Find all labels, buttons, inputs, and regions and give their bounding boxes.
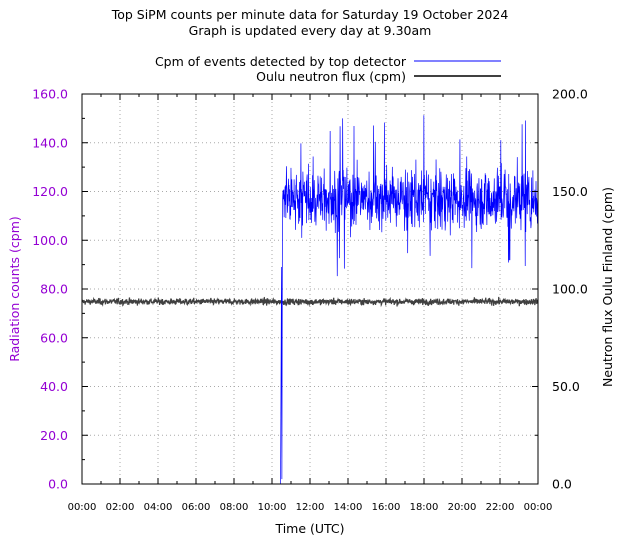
y-left-tick-label: 120.0 <box>32 184 68 199</box>
chart-title: Top SiPM counts per minute data for Satu… <box>111 7 509 22</box>
y-right-tick-label: 0.0 <box>552 477 572 492</box>
left-axis: 0.0 20.0 40.0 60.0 80.0 100.0 120.0 140.0 160.0 <box>32 87 88 492</box>
y-left-tick-label: 140.0 <box>32 135 68 150</box>
y-right-tick-label: 200.0 <box>552 87 588 102</box>
x-tick-label: 18:00 <box>410 502 439 513</box>
legend-label-top-detector: Cpm of events detected by top detector <box>155 54 407 69</box>
y-left-tick-label: 80.0 <box>40 282 68 297</box>
x-tick-label: 20:00 <box>448 502 477 513</box>
x-tick-label: 12:00 <box>296 502 325 513</box>
y-left-tick-label: 20.0 <box>40 428 68 443</box>
x-tick-label: 14:00 <box>334 502 363 513</box>
chart-subtitle: Graph is updated every day at 9.30am <box>189 23 432 38</box>
y-left-tick-label: 60.0 <box>40 330 68 345</box>
y-left-tick-label: 100.0 <box>32 233 68 248</box>
series-top-detector <box>280 115 539 485</box>
x-tick-label: 02:00 <box>106 502 135 513</box>
y-left-tick-label: 0.0 <box>48 477 68 492</box>
x-tick-label: 16:00 <box>372 502 401 513</box>
y-right-tick-label: 150.0 <box>552 184 588 199</box>
x-tick-label: 10:00 <box>258 502 287 513</box>
line-top-detector <box>280 115 539 485</box>
y-right-tick-label: 100.0 <box>552 282 588 297</box>
series-neutron-flux <box>81 296 539 308</box>
x-tick-label: 08:00 <box>220 502 249 513</box>
y-axis-right-label: Neutron flux Oulu Finland (cpm) <box>600 187 615 387</box>
x-axis: 00:00 02:00 04:00 06:00 08:00 10:00 12:00 14:00… <box>68 94 553 513</box>
line-neutron-flux <box>81 296 539 308</box>
x-axis-label: Time (UTC) <box>274 521 344 536</box>
y-right-tick-label: 50.0 <box>552 379 580 394</box>
legend: Cpm of events detected by top detector O… <box>155 54 501 84</box>
legend-label-neutron-flux: Oulu neutron flux (cpm) <box>256 69 406 84</box>
x-tick-label: 00:00 <box>524 502 553 513</box>
right-axis: 0.0 50.0 100.0 150.0 200.0 <box>532 87 588 492</box>
x-tick-label: 06:00 <box>182 502 211 513</box>
y-axis-left-label: Radiation counts (cpm) <box>7 216 22 362</box>
y-left-tick-label: 40.0 <box>40 379 68 394</box>
x-tick-label: 22:00 <box>486 502 515 513</box>
x-tick-label: 00:00 <box>68 502 97 513</box>
y-left-tick-label: 160.0 <box>32 87 68 102</box>
x-tick-label: 04:00 <box>144 502 173 513</box>
grid <box>82 94 538 484</box>
